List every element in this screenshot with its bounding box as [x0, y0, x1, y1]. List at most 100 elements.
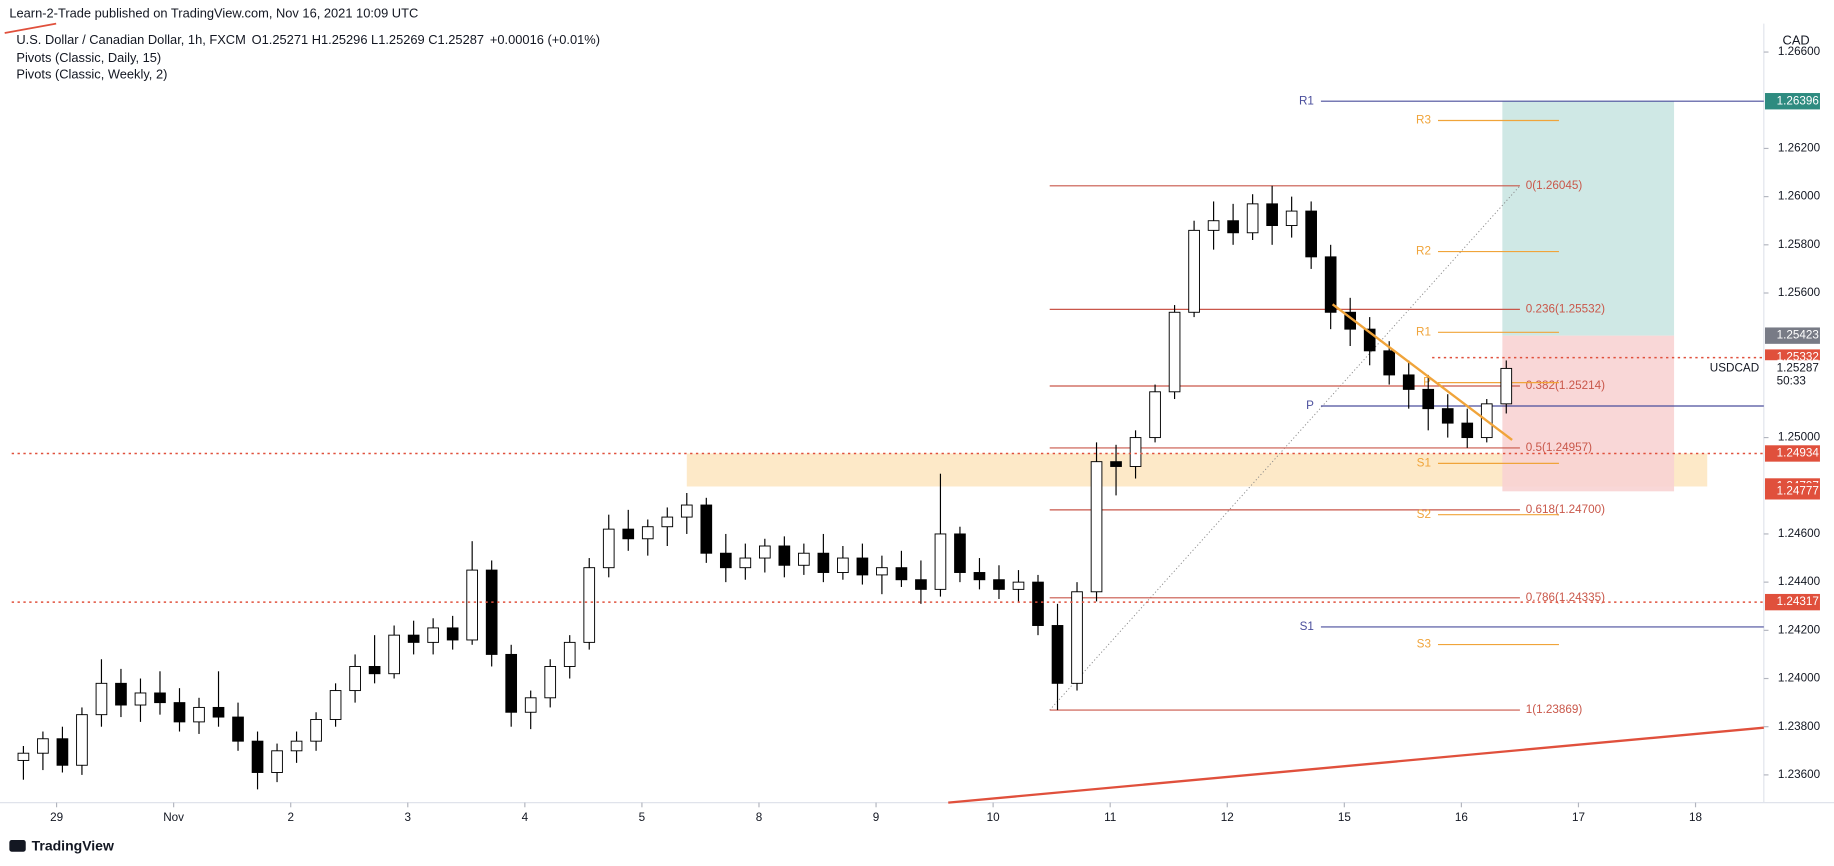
- y-tick-label: 1.23800: [1778, 720, 1821, 733]
- candle-body: [37, 738, 49, 754]
- candle-body: [1441, 408, 1454, 424]
- x-tick-label: 4: [522, 811, 529, 824]
- x-tick-label: 15: [1338, 811, 1352, 824]
- candle-body: [115, 682, 127, 706]
- candle-body: [563, 641, 576, 667]
- candle-body: [173, 702, 186, 723]
- candle-body: [427, 627, 439, 643]
- candle-body: [661, 516, 674, 528]
- candle-body: [310, 719, 322, 742]
- candle-body: [1012, 581, 1025, 590]
- candle-body: [1051, 625, 1064, 684]
- candle-body: [1500, 367, 1513, 405]
- candle-body: [1168, 311, 1181, 393]
- price-tag-label: 1.24934: [1777, 447, 1820, 460]
- candle-body: [1032, 581, 1044, 626]
- y-tick-label: 1.25600: [1778, 286, 1821, 299]
- x-tick-label: 2: [287, 811, 294, 824]
- y-tick-label: 1.24600: [1778, 527, 1821, 540]
- price-tag: [1764, 483, 1820, 500]
- price-tag-label: 1.24317: [1777, 595, 1819, 608]
- fib-label: 0.382(1.25214): [1526, 379, 1605, 392]
- candle-body: [1383, 350, 1396, 376]
- weekly-pivot-label: P: [1306, 399, 1314, 412]
- y-tick-label: 1.26200: [1778, 142, 1821, 155]
- price-tag: [1764, 593, 1820, 611]
- candle-body: [544, 666, 557, 699]
- candle-body: [622, 528, 635, 540]
- decor-line: [4, 22, 57, 34]
- x-tick-label: 11: [1104, 811, 1116, 824]
- daily-pivot-label: S3: [1417, 638, 1431, 651]
- candle-body: [1071, 591, 1083, 684]
- candle-body: [1227, 220, 1239, 234]
- candle-body: [466, 569, 478, 641]
- position-loss: [1502, 335, 1675, 492]
- x-tick-label: 10: [987, 811, 1001, 824]
- candle-body: [817, 552, 830, 573]
- logo-icon: [9, 840, 26, 852]
- fib-label: 0(1.26045): [1526, 179, 1583, 192]
- daily-pivot-label: S2: [1417, 508, 1431, 521]
- candle-body: [993, 579, 1005, 590]
- symbol-tag: USDCAD: [1710, 362, 1759, 375]
- candle-body: [485, 569, 498, 655]
- indicator: Pivots (Classic, Weekly, 2): [16, 66, 167, 81]
- candle-body: [895, 567, 908, 581]
- candle-body: [700, 504, 713, 554]
- candle-body: [407, 634, 420, 643]
- daily-pivot-label: P: [1423, 376, 1431, 389]
- fib-label: 0.618(1.24700): [1526, 503, 1605, 516]
- x-tick-label: 3: [405, 811, 412, 824]
- footer-logo: TradingView: [9, 838, 114, 854]
- candle-body: [1207, 220, 1220, 231]
- candle-body: [798, 552, 810, 566]
- countdown: 50:33: [1777, 374, 1806, 387]
- candle-body: [876, 567, 888, 576]
- candle-body: [290, 740, 303, 752]
- candle-body: [915, 579, 927, 590]
- position-profit: [1502, 101, 1675, 336]
- candle-body: [329, 690, 342, 720]
- candle-body: [934, 533, 947, 590]
- x-tick-label: 16: [1455, 811, 1468, 824]
- fib-label: 1(1.23869): [1526, 703, 1583, 716]
- y-tick-label: 1.24400: [1778, 575, 1821, 588]
- y-tick-label: 1.26000: [1778, 190, 1821, 203]
- y-tick-label: 1.25800: [1778, 238, 1821, 251]
- fib-label: 0.5(1.24957): [1526, 441, 1592, 454]
- currency: CAD: [1783, 33, 1810, 48]
- price-tag-label: 1.25423: [1777, 329, 1819, 342]
- candle-body: [1324, 256, 1337, 313]
- candle-body: [388, 634, 400, 675]
- daily-pivot-label: R1: [1416, 325, 1431, 338]
- candle-body: [602, 528, 615, 569]
- candle-body: [1129, 437, 1142, 467]
- x-tick-label: 5: [639, 811, 646, 824]
- x-tick-label: 12: [1221, 811, 1234, 824]
- y-tick-label: 1.25000: [1778, 431, 1821, 444]
- candle-body: [1149, 391, 1161, 439]
- candle-body: [739, 557, 752, 569]
- y-tick-label: 1.23600: [1778, 768, 1821, 781]
- y-tick-label: 1.24000: [1778, 672, 1821, 685]
- ohlc: O1.25271 H1.25296 L1.25269 C1.25287: [252, 33, 484, 48]
- change: +0.00016 (+0.01%): [490, 33, 600, 48]
- candle-body: [1266, 203, 1278, 227]
- fib-label: 0.236(1.25532): [1526, 302, 1605, 315]
- price-tag: [1764, 327, 1820, 344]
- price-tag: [1764, 445, 1820, 462]
- price-tag: [1764, 93, 1820, 110]
- candle-body: [349, 666, 361, 692]
- candle-body: [856, 557, 869, 576]
- candle-body: [778, 545, 791, 566]
- candle-body: [1188, 229, 1200, 313]
- x-tick-label: 9: [873, 811, 880, 824]
- daily-pivot-label: S1: [1417, 456, 1431, 469]
- candle-body: [759, 545, 771, 559]
- candle-body: [719, 552, 732, 569]
- fib-diagonal: [1049, 185, 1521, 711]
- x-tick-label: 18: [1689, 811, 1702, 824]
